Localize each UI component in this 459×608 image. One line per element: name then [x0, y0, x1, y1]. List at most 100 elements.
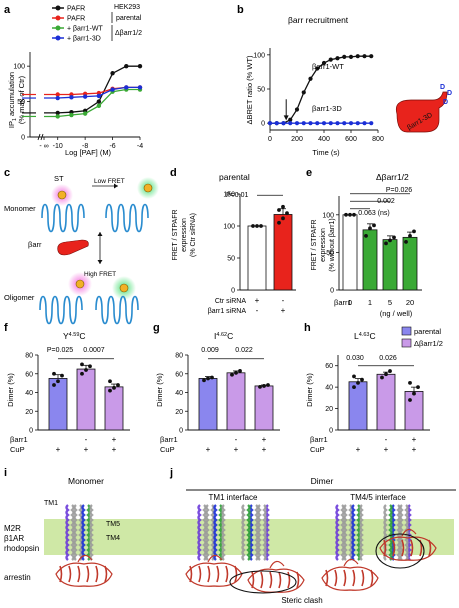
sign: + — [234, 445, 239, 454]
data-point — [355, 54, 360, 59]
subtitle-tm45: TM4/5 interface — [350, 493, 406, 502]
data-point — [69, 95, 74, 100]
legend-label: + βarr1-3D — [67, 36, 101, 43]
data-point — [328, 57, 333, 62]
beta-strand — [370, 569, 374, 587]
replicate-point — [364, 233, 368, 238]
group-label-hek: HEK293 — [114, 4, 140, 11]
replicate-point — [404, 239, 408, 244]
data-point — [82, 111, 88, 116]
d-letter: D — [443, 99, 448, 106]
series-line — [44, 86, 140, 99]
y-axis-label: IP1 accumulation — [7, 72, 18, 128]
data-point — [124, 63, 129, 69]
arrestin-cartoon — [57, 239, 89, 256]
oligomer-receptors — [39, 272, 139, 325]
y-tick-label: 60 — [325, 363, 333, 370]
replicate-point — [277, 220, 281, 225]
y-tick-label: 20 — [175, 409, 183, 416]
panel-c: c Monomer ST Low FRET βarr High FRET — [4, 167, 159, 325]
x-tick-label: 0 — [268, 136, 272, 143]
tm-helix — [396, 504, 401, 561]
legend-swatch — [401, 338, 412, 348]
data-point — [96, 93, 102, 99]
chart-d: 0 50 100 150 — [223, 192, 296, 295]
data-point — [281, 121, 286, 126]
x-tick-label: 800 — [372, 136, 384, 143]
replicate-point — [368, 226, 372, 231]
legend-label: PAFR — [67, 6, 85, 13]
st-label: ST — [54, 174, 64, 183]
data-point — [335, 56, 340, 61]
bar — [362, 229, 378, 291]
chart-title: I4.62C — [214, 331, 233, 341]
replicate-point — [108, 388, 112, 393]
y-tick-label: 0 — [29, 428, 33, 435]
sign: + — [262, 435, 267, 444]
y-axis-label: FRET / STPAFR — [172, 209, 179, 260]
y-tick-label: 40 — [325, 385, 333, 392]
y-tick-label: 80 — [175, 353, 183, 360]
panel-a: a PAFR PAFR + βarr1-WT + βarr1-3D HEK293… — [4, 4, 143, 157]
arrestin-loop — [77, 554, 93, 563]
beta-strand — [361, 569, 365, 587]
p-value: 0.063 (ns) — [358, 210, 390, 217]
monomer-receptor-right — [105, 177, 159, 233]
tm-helix — [73, 504, 78, 561]
stimulus-arrowhead — [283, 115, 289, 121]
title-monomer: Monomer — [68, 476, 104, 486]
data-point — [308, 76, 313, 81]
data-point — [335, 121, 340, 126]
bar — [48, 378, 68, 431]
replicate-point — [52, 383, 56, 387]
replicate-point — [388, 238, 392, 243]
beta-strand — [95, 565, 99, 583]
data-point — [362, 54, 367, 59]
beta-strand — [383, 539, 387, 557]
replicate-point — [408, 233, 412, 238]
panel-letter: e — [306, 167, 312, 179]
replicate-point — [238, 369, 242, 373]
beta-strand — [77, 565, 81, 583]
tm-helix — [388, 504, 393, 561]
sign: + — [281, 306, 286, 315]
data-point — [69, 112, 74, 118]
chart-title: L4.63C — [354, 331, 376, 341]
x-tick-label: -6 — [109, 143, 115, 150]
sign: - — [282, 296, 285, 305]
beta-strand — [410, 539, 414, 557]
data-point — [288, 121, 293, 126]
bar — [342, 214, 358, 291]
replicate-point — [281, 216, 285, 221]
chart-title: parental — [219, 172, 250, 182]
data-point — [124, 85, 129, 90]
sign: - — [385, 435, 388, 444]
chart-a: 0 50 100 - ∞ -10 -8 -6 -4 — [13, 52, 143, 150]
tm-helix — [262, 504, 267, 561]
row-label: βarr1 siRNA — [208, 308, 247, 315]
beta-strand — [251, 571, 255, 589]
beta-strand — [278, 571, 282, 589]
data-point — [342, 121, 347, 126]
low-fret-label: Low FRET — [94, 178, 125, 185]
data-point — [137, 85, 143, 90]
subtitle-tm1: TM1 interface — [209, 493, 258, 502]
p-value: 0.009 — [201, 347, 219, 354]
y-tick-label: 0 — [231, 288, 235, 295]
tm-helix — [205, 504, 210, 561]
sign: + — [112, 435, 117, 444]
replicate-point — [230, 372, 234, 377]
row-label: CuP — [10, 445, 25, 454]
y-tick-label: 100 — [13, 64, 25, 71]
y-tick-label: 0 — [330, 288, 334, 295]
row-label: CuP — [310, 445, 325, 454]
data-point — [321, 121, 327, 126]
beta-strand — [59, 565, 63, 583]
data-point — [55, 114, 60, 119]
bar — [254, 385, 274, 431]
data-point — [362, 121, 367, 126]
data-point — [301, 90, 306, 95]
panel-letter: g — [153, 322, 160, 334]
